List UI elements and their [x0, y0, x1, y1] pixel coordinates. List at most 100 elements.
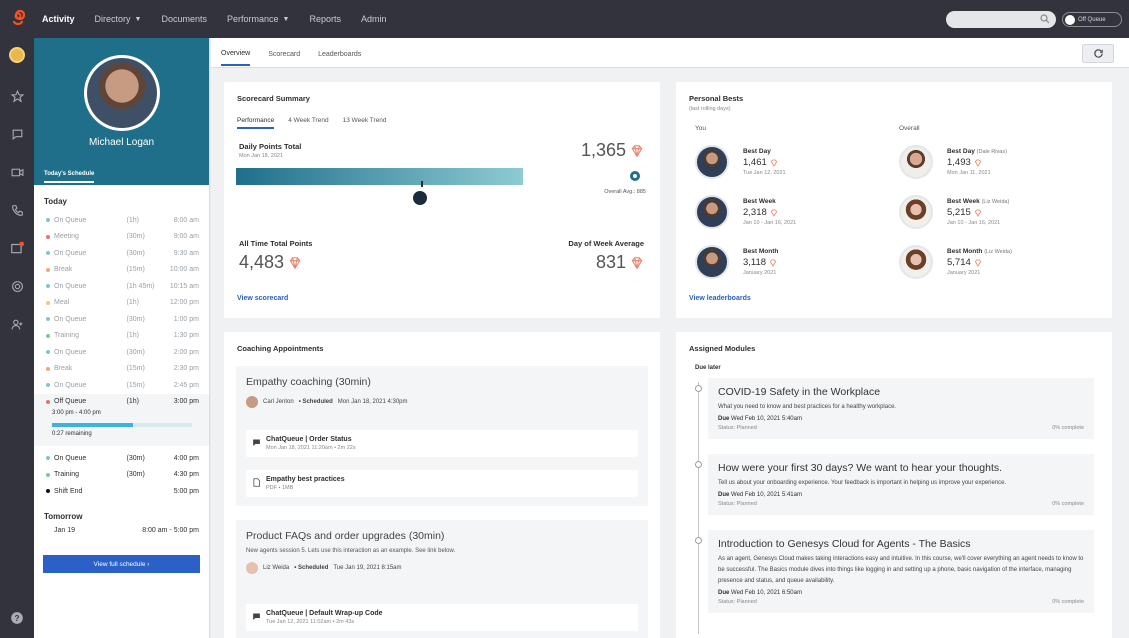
nav-performance-label: Performance	[227, 14, 279, 24]
module-status: Status: Planned	[718, 501, 757, 507]
module-due: Due Wed Feb 10, 2021 6:50am	[718, 590, 1084, 596]
tomorrow-time: 8:00 am - 5:00 pm	[142, 526, 199, 534]
best-holder: (Liz Weida)	[981, 199, 1010, 205]
activity-name: Break	[54, 365, 73, 373]
tab-4-week-trend[interactable]: 4 Week Trend	[288, 117, 329, 124]
personal-best-value: 1,493	[947, 157, 1007, 168]
schedule-after: On Queue (30m) 4:00 pm Training (30m) 4:30 pm…	[44, 450, 199, 500]
genesys-logo[interactable]	[0, 0, 36, 38]
tab-scorecard[interactable]: Scorecard	[268, 50, 301, 58]
module-item[interactable]: Introduction to Genesys Cloud for Agents…	[708, 530, 1094, 613]
activity-duration: (15m)	[126, 365, 145, 373]
coaching-appointment[interactable]: Empathy coaching (30min) Carl Jenton • S…	[236, 366, 648, 506]
activity-duration: (30m)	[126, 315, 145, 323]
module-status: Status: Planned	[718, 425, 757, 431]
activity-dot	[46, 284, 50, 289]
due-label: Due	[718, 492, 730, 498]
attachment-detail: Mon Jan 18, 2021 11:20am • 2m 22s	[266, 445, 356, 451]
goal-marker	[630, 171, 640, 181]
scorecard-tabs: Performance 4 Week Trend 13 Week Trend	[237, 117, 660, 129]
activity-dot	[46, 218, 50, 223]
appointment-title: Empathy coaching (30min)	[246, 376, 371, 388]
star-icon[interactable]	[9, 88, 25, 104]
coach-name: Carl Jenton	[263, 399, 294, 405]
profile-name: Michael Logan	[88, 137, 155, 148]
activity-dot	[46, 399, 50, 404]
avatar	[695, 195, 729, 229]
view-full-schedule-button[interactable]: View full schedule ›	[43, 555, 200, 573]
activity-duration: (15m)	[126, 381, 145, 389]
inbox-icon[interactable]	[9, 240, 25, 256]
best-period: Best Day	[947, 148, 975, 155]
nav-activity[interactable]: Activity	[42, 14, 75, 24]
view-leaderboards-link[interactable]: View leaderboards	[689, 295, 751, 302]
search-input[interactable]	[946, 11, 1056, 28]
tab-todays-schedule[interactable]: Today's Schedule	[44, 171, 95, 183]
profile-panel: Michael Logan Today's Schedule Today On …	[34, 38, 210, 638]
schedule-before: On Queue (1h) 8:00 am Meeting (30m) 9:00 am On…	[44, 212, 199, 394]
tab-leaderboards[interactable]: Leaderboards	[318, 50, 362, 58]
coaching-appointment[interactable]: Product FAQs and order upgrades (30min) …	[236, 520, 648, 638]
activity-duration: (1h)	[126, 398, 139, 406]
timeline-dot	[695, 461, 702, 468]
personal-best-date: Mon Jan 11, 2021	[947, 170, 991, 176]
due-date: Wed Feb 10, 2021 5:41am	[731, 492, 802, 498]
activity-duration: (30m)	[126, 471, 145, 479]
module-footer: Status: Planned 0% complete	[718, 599, 1084, 605]
personal-best-text: Best Month (Liz Weida) 5,714 January 2021	[947, 245, 1012, 276]
help-icon[interactable]: ?	[9, 610, 25, 626]
progress-fill	[52, 423, 134, 427]
view-scorecard-link[interactable]: View scorecard	[237, 295, 289, 302]
schedule-row: On Queue (1h) 8:00 am	[44, 212, 199, 229]
user-avatar[interactable]	[9, 47, 25, 63]
refresh-button[interactable]	[1082, 44, 1114, 63]
chat-icon[interactable]	[9, 126, 25, 142]
personal-best-label: Best Month	[743, 248, 778, 255]
module-description: What you need to know and best practices…	[718, 404, 897, 410]
module-item[interactable]: COVID-19 Safety in the Workplace What you…	[708, 378, 1094, 439]
you-label: You	[695, 125, 706, 132]
attachment-item[interactable]: Empathy best practices PDF • 1MB	[246, 470, 638, 497]
day-of-week-value: 831	[596, 252, 644, 273]
activity-time: 3:00 pm	[173, 398, 199, 406]
best-period: Best Month	[743, 248, 779, 255]
activity-time: 8:00 am	[173, 216, 199, 224]
schedule-row: Training (1h) 1:30 pm	[44, 328, 199, 345]
activity-duration: (30m)	[126, 233, 145, 241]
tab-13-week-trend[interactable]: 13 Week Trend	[342, 117, 387, 124]
nav-reports[interactable]: Reports	[309, 14, 341, 24]
coaching-appointments-card: Coaching Appointments Empathy coaching (…	[224, 332, 660, 638]
coach-name: Liz Weida	[263, 565, 290, 571]
presence-toggle[interactable]: Off Queue	[1062, 12, 1122, 27]
main-content: Overview Scorecard Leaderboards Scorecar…	[211, 38, 1129, 638]
nav-directory[interactable]: Directory ▼	[95, 14, 142, 24]
best-points: 3,118	[743, 257, 767, 268]
module-item[interactable]: How were your first 30 days? We want to …	[708, 454, 1094, 515]
personal-best-text: Best Month 3,118 January 2021	[743, 245, 778, 276]
nav-admin[interactable]: Admin	[360, 14, 387, 24]
module-title: Introduction to Genesys Cloud for Agents…	[718, 538, 971, 550]
phone-icon[interactable]	[9, 202, 25, 218]
current-range: 3:00 pm - 4:00 pm	[52, 410, 101, 416]
avatar	[87, 58, 157, 128]
support-icon[interactable]	[9, 278, 25, 294]
best-holder: (Dale Rivas)	[976, 149, 1007, 155]
attachment-item[interactable]: ChatQueue | Default Wrap-up Code Tue Jan…	[246, 604, 638, 631]
add-person-icon[interactable]	[9, 316, 25, 332]
video-icon[interactable]	[9, 164, 25, 180]
attachment-title: ChatQueue | Order Status	[266, 436, 352, 443]
attachment-item[interactable]: ChatQueue | Order Status Mon Jan 18, 202…	[246, 430, 638, 457]
all-time-value: 4,483	[239, 252, 302, 273]
activity-time: 9:00 am	[173, 233, 199, 241]
chevron-down-icon: ▼	[282, 15, 290, 23]
nav-documents[interactable]: Documents	[161, 14, 207, 24]
activity-dot	[46, 489, 50, 494]
schedule-row: Meal (1h) 12:00 pm	[44, 295, 199, 312]
nav-performance[interactable]: Performance ▼	[227, 14, 289, 24]
schedule-row: On Queue (30m) 1:00 pm	[44, 311, 199, 328]
left-rail: ?	[0, 38, 34, 638]
toggle-knob	[1065, 14, 1075, 25]
tab-performance[interactable]: Performance	[237, 117, 275, 129]
overall-label: Overall	[899, 125, 920, 132]
tab-overview[interactable]: Overview	[221, 40, 251, 66]
